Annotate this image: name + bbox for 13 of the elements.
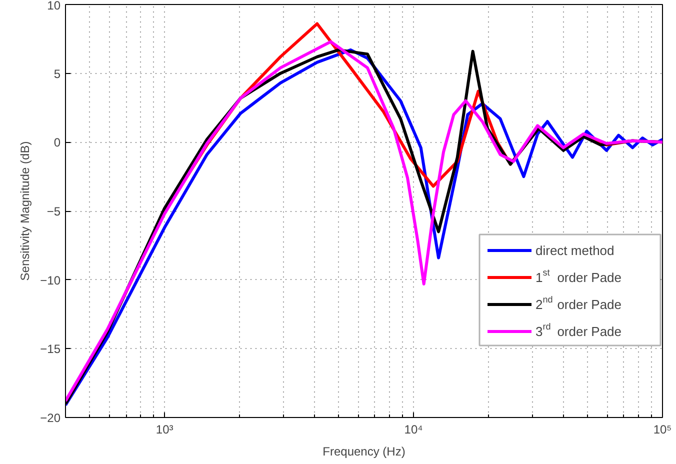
x-tick-label: 10⁴ [404, 422, 423, 436]
y-axis-title: Sensitivity Magnitude (dB) [18, 141, 32, 281]
y-tick-label: −20 [40, 411, 61, 425]
y-tick-label: −15 [40, 342, 61, 356]
y-tick-label: −5 [46, 204, 61, 218]
x-tick-label: 10⁵ [653, 422, 672, 436]
legend-label: direct method [536, 243, 614, 258]
y-tick-label: 10 [47, 0, 61, 12]
y-tick-label: −10 [40, 273, 61, 288]
y-tick-label: 0 [54, 136, 61, 150]
y-tick-label: 5 [54, 66, 61, 81]
x-tick-label: 10³ [156, 422, 174, 436]
x-axis-title: Frequency (Hz) [322, 444, 406, 458]
